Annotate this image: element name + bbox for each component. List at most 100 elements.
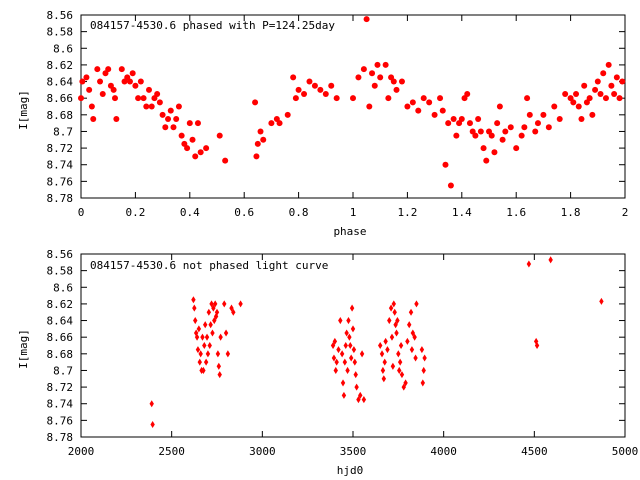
data-point: [477, 128, 484, 135]
data-point: [439, 107, 446, 114]
y-tick-label: 8.66: [47, 92, 74, 105]
data-point: [204, 333, 210, 341]
x-axis-label: phase: [333, 225, 366, 238]
data-point: [350, 325, 356, 333]
data-point: [349, 304, 355, 312]
y-tick-label: 8.58: [47, 26, 74, 39]
data-point: [193, 317, 198, 325]
y-tick-label: 8.76: [47, 414, 74, 427]
data-point: [356, 396, 361, 404]
data-points: [149, 256, 604, 429]
data-point: [378, 341, 383, 350]
data-point: [202, 341, 207, 350]
data-point: [342, 358, 348, 366]
data-point: [198, 350, 203, 358]
data-point: [189, 136, 196, 143]
data-point: [401, 383, 406, 391]
data-point: [229, 304, 234, 312]
data-point: [409, 99, 416, 106]
x-tick-label: 1.2: [397, 206, 417, 219]
data-point: [148, 103, 155, 110]
y-axis-ticks: 8.56 8.58 8.6 8.62 8.64 8.66 8.68 8.7 8.72 8.74 8.…: [47, 9, 625, 205]
data-point: [381, 375, 387, 383]
data-point: [611, 91, 618, 98]
x-tick-label: 0: [78, 206, 85, 219]
data-point: [353, 371, 358, 379]
data-point: [578, 115, 585, 122]
data-point: [343, 341, 348, 350]
data-point: [556, 115, 563, 122]
data-point: [203, 358, 209, 366]
data-point: [301, 91, 308, 98]
data-point: [331, 354, 337, 362]
x-tick-label: 0.6: [234, 206, 254, 219]
x-tick-label: 2500: [158, 445, 185, 458]
data-point: [216, 362, 222, 370]
data-point: [398, 341, 404, 350]
y-tick-label: 8.68: [47, 109, 74, 122]
x-axis-label: hjd0: [337, 464, 364, 477]
data-point: [360, 66, 367, 73]
data-point: [197, 358, 202, 366]
data-point: [599, 297, 604, 305]
data-point: [210, 329, 215, 337]
data-point: [355, 74, 362, 81]
data-point: [253, 153, 260, 160]
data-point: [605, 61, 612, 68]
data-point: [518, 132, 525, 139]
data-point: [215, 350, 221, 358]
x-tick-label: 4500: [521, 445, 548, 458]
data-point: [340, 379, 346, 387]
data-point: [341, 391, 347, 399]
data-point: [216, 132, 223, 139]
data-point: [295, 86, 302, 93]
data-point: [194, 333, 200, 341]
data-point: [426, 99, 433, 106]
data-point: [377, 74, 384, 81]
data-point: [252, 99, 259, 106]
data-point: [338, 317, 343, 325]
data-point: [480, 145, 487, 152]
data-point: [534, 120, 541, 127]
data-point: [420, 95, 427, 102]
data-point: [608, 82, 615, 89]
data-point: [218, 333, 223, 341]
data-point: [507, 124, 514, 131]
data-point: [575, 103, 582, 110]
x-tick-label: 4000: [430, 445, 457, 458]
y-tick-label: 8.76: [47, 175, 74, 188]
y-tick-label: 8.68: [47, 348, 74, 361]
data-point: [132, 82, 139, 89]
data-point: [346, 317, 351, 325]
data-point: [388, 304, 394, 312]
data-point: [379, 350, 385, 358]
data-point: [450, 115, 457, 122]
data-point: [404, 103, 411, 110]
y-tick-label: 8.6: [53, 42, 73, 55]
data-point: [597, 91, 604, 98]
y-axis-ticks: 8.56 8.58 8.6 8.62 8.64 8.66 8.68 8.7 8.72 8.74 8.…: [47, 248, 625, 444]
data-point: [391, 300, 396, 308]
data-point: [421, 366, 426, 374]
data-point: [238, 300, 243, 308]
data-point: [192, 304, 197, 312]
data-points: [78, 16, 626, 189]
data-point: [466, 120, 473, 127]
data-point: [613, 74, 620, 81]
data-point: [290, 74, 297, 81]
data-point: [162, 124, 169, 131]
data-point: [472, 132, 479, 139]
y-tick-label: 8.7: [53, 125, 73, 138]
data-point: [361, 396, 367, 404]
y-tick-label: 8.58: [47, 265, 74, 278]
data-point: [268, 120, 275, 127]
data-point: [407, 321, 412, 329]
data-point: [292, 95, 299, 102]
y-axis-label: I[mag]: [17, 329, 30, 369]
data-point: [90, 115, 97, 122]
data-point: [475, 115, 482, 122]
data-point: [344, 329, 349, 337]
data-point: [129, 70, 136, 77]
data-point: [306, 78, 313, 85]
